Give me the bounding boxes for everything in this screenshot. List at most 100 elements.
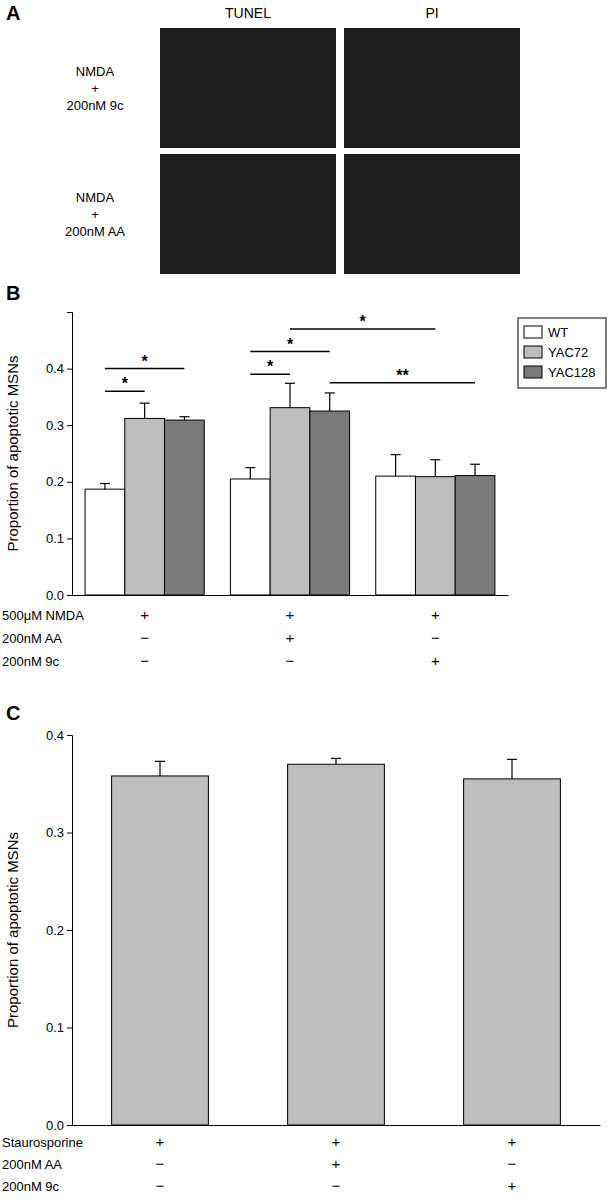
legend-swatch [524,346,542,358]
error-bar [285,383,295,407]
error-bar-stem [159,761,160,776]
row-label: NMDA [76,190,115,205]
legend-swatch [524,366,542,378]
panel-label: C [6,702,20,724]
y-axis-title: Proportion of apoptotic MSNs [4,832,21,1028]
y-axis: 0.0 0.1 0.2 0.3 0.4 [46,313,73,603]
y-tick-mark [67,369,72,370]
bar [455,476,495,595]
error-bar-stem [250,468,251,479]
error-bar-cap [470,464,480,465]
column-header: PI [425,5,438,21]
y-tick: 0.1 [46,531,72,546]
bar [415,477,455,595]
micrograph [160,154,336,274]
y-tick-label: 0.3 [46,825,64,840]
condition-mark: + [508,1133,517,1150]
condition-label: 200nM 9c [2,1179,60,1194]
y-tick: 0.3 [46,418,72,433]
row-label: NMDA [76,64,115,79]
y-axis-line [67,736,73,1126]
condition-mark: − [508,1155,517,1172]
y-tick-mark [67,595,72,596]
y-tick: 0.0 [46,1118,72,1133]
micrograph [160,28,336,148]
x-axis-line [73,595,509,596]
y-tick-label: 0.2 [46,923,64,938]
error-bar-stem [104,483,105,489]
chart: C 0.0 0.1 0.2 0.3 0.4 Proportion of apoptotic … [2,702,601,1194]
bar [310,411,350,595]
condition-mark: + [286,629,295,646]
y-tick-mark [67,425,72,426]
bar [230,479,270,595]
error-bar-stem [329,393,330,411]
error-bar-stem [335,758,336,764]
significance-label: * [142,353,149,370]
y-axis: 0.0 0.1 0.2 0.3 0.4 [46,728,73,1133]
bar [112,776,209,1125]
error-bar-cap [507,759,517,760]
y-tick-label: 0.0 [46,588,64,603]
legend-label: WT [548,325,568,340]
error-bar-stem [435,460,436,477]
significance-label: * [122,375,129,392]
error-bar-stem [289,383,290,407]
y-tick-label: 0.2 [46,474,64,489]
y-tick: 0.2 [46,474,72,489]
error-bar [507,759,517,779]
column-header: TUNEL [225,5,271,21]
error-bar-cap [179,416,189,417]
significance-label: ** [396,367,409,384]
y-tick: 0.0 [46,588,72,603]
error-bar-cap [285,383,295,384]
condition-mark: − [286,652,295,669]
condition-mark: + [332,1133,341,1150]
row-label: + [91,81,99,96]
significance-label: * [360,313,367,330]
bar [125,418,165,595]
condition-label: Staurosporine [2,1135,83,1150]
y-tick-mark [67,1028,72,1029]
y-tick-mark [67,735,72,736]
micrograph [344,154,520,274]
error-bar-cap [140,403,150,404]
y-tick: 0.4 [46,728,72,743]
y-axis-line [67,313,73,596]
y-tick-label: 0.3 [46,418,64,433]
plot-area [112,758,561,1125]
error-bar-cap [245,467,255,468]
y-tick-label: 0.1 [46,1020,64,1035]
y-tick: 0.4 [46,361,72,376]
significance-label: * [267,358,274,375]
x-axis [73,1125,601,1127]
condition-mark: + [286,606,295,623]
condition-mark: − [140,629,149,646]
y-axis-title: Proportion of apoptotic MSNs [4,356,21,552]
legend-label: YAC72 [548,345,588,360]
error-bar-stem [474,464,475,475]
error-bar-stem [395,455,396,477]
x-axis-line [73,1125,601,1126]
y-tick-label: 0.4 [46,361,64,376]
condition-mark: + [332,1155,341,1172]
y-tick-mark [67,538,72,539]
y-tick-mark [67,482,72,483]
bar [288,764,385,1125]
error-bar [331,758,341,764]
bar [165,420,205,595]
row-label: 200nM 9c [66,98,124,113]
y-tick-mark [67,833,72,834]
error-bar [245,468,255,479]
error-bar-stem [511,759,512,779]
bar [270,408,310,595]
y-tick-label: 0.4 [46,728,64,743]
plot-area [85,383,495,595]
bar [464,779,561,1125]
condition-mark: + [431,606,440,623]
condition-label: 200nM AA [2,1157,62,1172]
error-bar [325,393,335,411]
micrograph [344,28,520,148]
condition-mark: − [156,1155,165,1172]
legend-label: YAC128 [548,365,595,380]
